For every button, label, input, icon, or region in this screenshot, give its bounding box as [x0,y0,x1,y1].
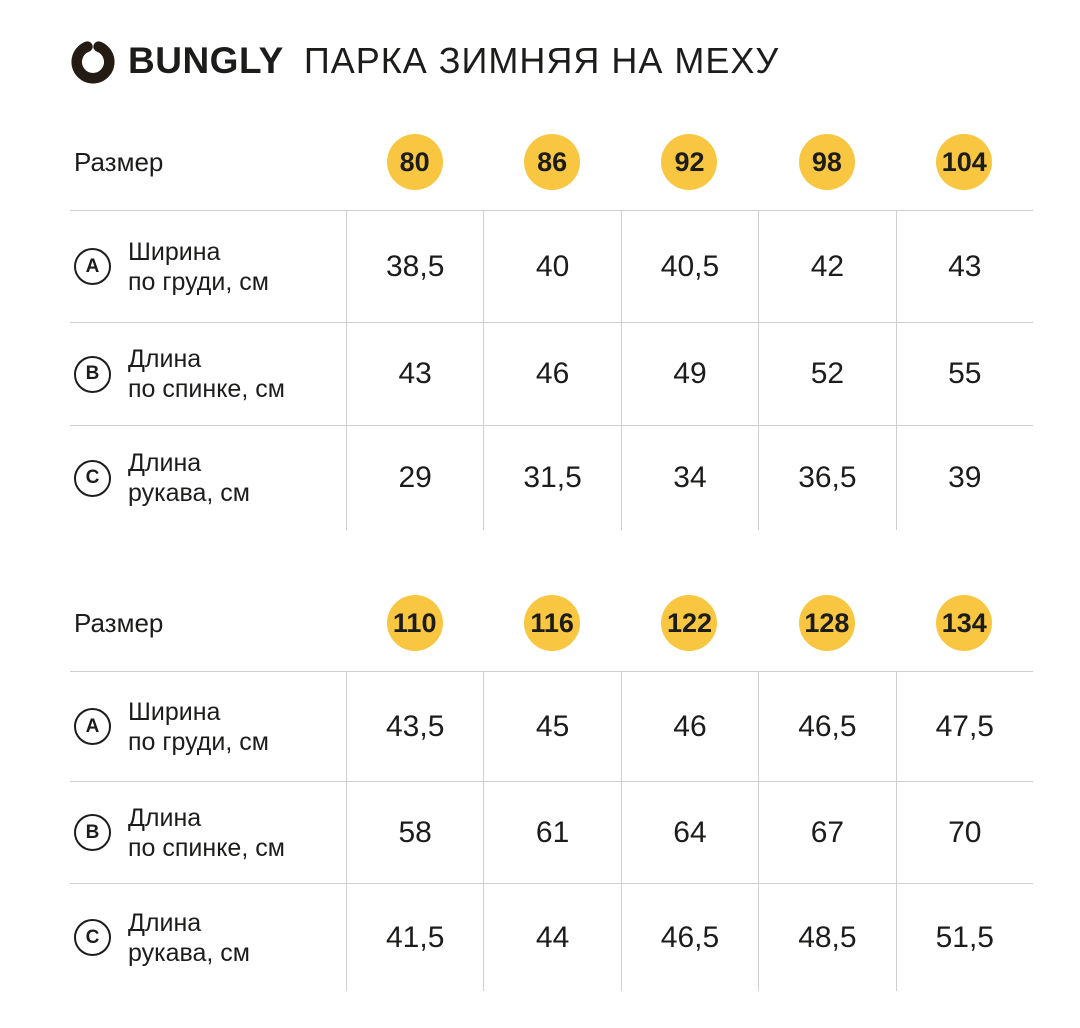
table-row-chest-width: A Ширина по груди, см 38,5 40 40,5 42 43 [70,210,1033,322]
value-cell: 46,5 [758,672,895,781]
value-cell: 43 [895,211,1033,322]
value-cell: 39 [895,426,1033,530]
size-badge: 104 [936,134,993,190]
table-row-back-length: B Длина по спинке, см 58 61 64 67 70 [70,781,1033,883]
value-cell: 34 [620,426,758,530]
row-letter-badge: B [74,814,111,851]
value-cell: 64 [620,782,758,883]
bungly-logo-icon [71,41,115,84]
row-label-text: Ширина по груди, см [128,697,269,757]
value-cell: 42 [758,211,895,322]
row-letter-badge: C [74,919,111,956]
size-badge: 134 [936,595,993,651]
row-letter-badge: A [74,248,111,285]
row-letter-badge: A [74,708,111,745]
size-badge: 122 [661,595,718,651]
value-cell: 58 [346,782,483,883]
row-label-line1: Длина [128,345,202,373]
row-label: A Ширина по груди, см [70,672,346,781]
value-cell: 43 [346,323,483,425]
value-cell: 49 [620,323,758,425]
row-label: B Длина по спинке, см [70,782,346,883]
row-label-line1: Длина [128,449,202,477]
value-cell: 40,5 [620,211,758,322]
value-cell: 43,5 [346,672,483,781]
row-label-text: Ширина по груди, см [128,237,269,297]
size-badge: 98 [798,134,855,190]
row-label-line1: Ширина [128,697,221,726]
value-cell: 67 [758,782,895,883]
value-cell: 48,5 [758,884,895,991]
value-cell: 51,5 [895,884,1033,991]
table-row-sleeve-length: C Длина рукава, см 41,5 44 46,5 48,5 51,… [70,883,1033,991]
row-label-line2: по спинке, см [128,375,285,403]
size-badge: 86 [524,134,581,190]
table-row-chest-width: A Ширина по груди, см 43,5 45 46 46,5 47… [70,671,1033,781]
size-badge: 92 [661,134,718,190]
row-label-line2: по спинке, см [128,833,285,862]
row-label-line2: по груди, см [128,727,269,756]
size-badge: 128 [798,595,855,651]
value-cell: 55 [895,323,1033,425]
size-table-110-134: Размер 110 116 122 128 134 A Ширина по г… [70,575,1033,991]
header: BUNGLY ПАРКА ЗИМНЯЯ НА МЕХУ [70,36,1035,86]
row-label-line1: Ширина [128,237,221,266]
row-label: C Длина рукава, см [70,426,346,530]
value-cell: 52 [758,323,895,425]
page-title: ПАРКА ЗИМНЯЯ НА МЕХУ [303,40,780,81]
row-label-text: Длина рукава, см [128,448,250,508]
row-label: B Длина по спинке, см [70,323,346,425]
value-cell: 29 [346,426,483,530]
size-table-80-104: Размер 80 86 92 98 104 A Ширина по груди… [70,114,1033,530]
value-cell: 31,5 [483,426,620,530]
value-cell: 41,5 [346,884,483,991]
row-letter-badge: C [74,459,111,497]
size-badge: 116 [524,595,581,651]
value-cell: 46 [620,672,758,781]
table-row-sleeve-length: C Длина рукава, см 29 31,5 34 36,5 39 [70,425,1033,530]
size-badge: 80 [386,134,443,190]
row-label-text: Длина по спинке, см [128,344,285,404]
row-label: C Длина рукава, см [70,884,346,991]
row-label: A Ширина по груди, см [70,211,346,322]
value-cell: 46 [483,323,620,425]
value-cell: 44 [483,884,620,991]
value-cell: 47,5 [895,672,1033,781]
size-header-row: Размер 110 116 122 128 134 [70,575,1033,671]
size-badge: 110 [386,595,443,651]
value-cell: 40 [483,211,620,322]
value-cell: 36,5 [758,426,895,530]
row-label-text: Длина рукава, см [128,908,250,968]
size-column-label: Размер [74,607,164,638]
value-cell: 61 [483,782,620,883]
row-label-line1: Длина [128,908,202,937]
value-cell: 45 [483,672,620,781]
value-cell: 46,5 [620,884,758,991]
row-label-text: Длина по спинке, см [128,803,285,863]
size-column-label: Размер [74,146,164,177]
value-cell: 38,5 [346,211,483,322]
row-label-line2: по груди, см [128,267,269,296]
value-cell: 70 [895,782,1033,883]
row-label-line1: Длина [128,803,202,832]
table-row-back-length: B Длина по спинке, см 43 46 49 52 55 [70,322,1033,425]
row-letter-badge: B [74,355,111,393]
row-label-line2: рукава, см [128,479,250,507]
size-header-row: Размер 80 86 92 98 104 [70,114,1033,210]
row-label-line2: рукава, см [128,938,250,967]
brand-name: BUNGLY [128,40,284,81]
